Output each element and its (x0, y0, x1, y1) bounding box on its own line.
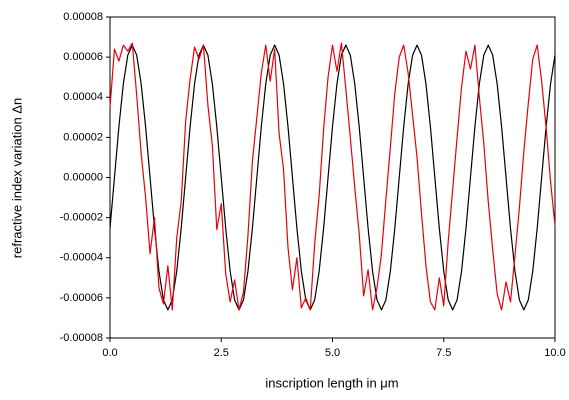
x-tick-label: 5.0 (325, 347, 340, 359)
y-tick-label: -0.00004 (60, 252, 103, 264)
y-tick-label: -0.00008 (60, 332, 103, 344)
x-tick-label: 10.0 (544, 347, 565, 359)
y-tick-label: -0.00006 (60, 292, 103, 304)
series-line (109, 44, 556, 311)
y-tick-label: 0.00004 (63, 91, 103, 103)
y-tick-label: 0.00000 (63, 171, 103, 183)
x-tick-label: 2.5 (214, 347, 229, 359)
x-tick-label: 0.0 (102, 347, 117, 359)
series-line (109, 42, 556, 311)
y-axis-title: refractive index variation Δn (9, 98, 24, 258)
y-tick-label: 0.00002 (63, 131, 103, 143)
x-axis-title: inscription length in μm (265, 375, 398, 390)
y-tick-label: 0.00008 (63, 11, 103, 23)
x-tick-label: 7.5 (436, 347, 451, 359)
plot-frame (109, 16, 556, 339)
y-tick-label: 0.00006 (63, 51, 103, 63)
y-tick-label: -0.00002 (60, 212, 103, 224)
